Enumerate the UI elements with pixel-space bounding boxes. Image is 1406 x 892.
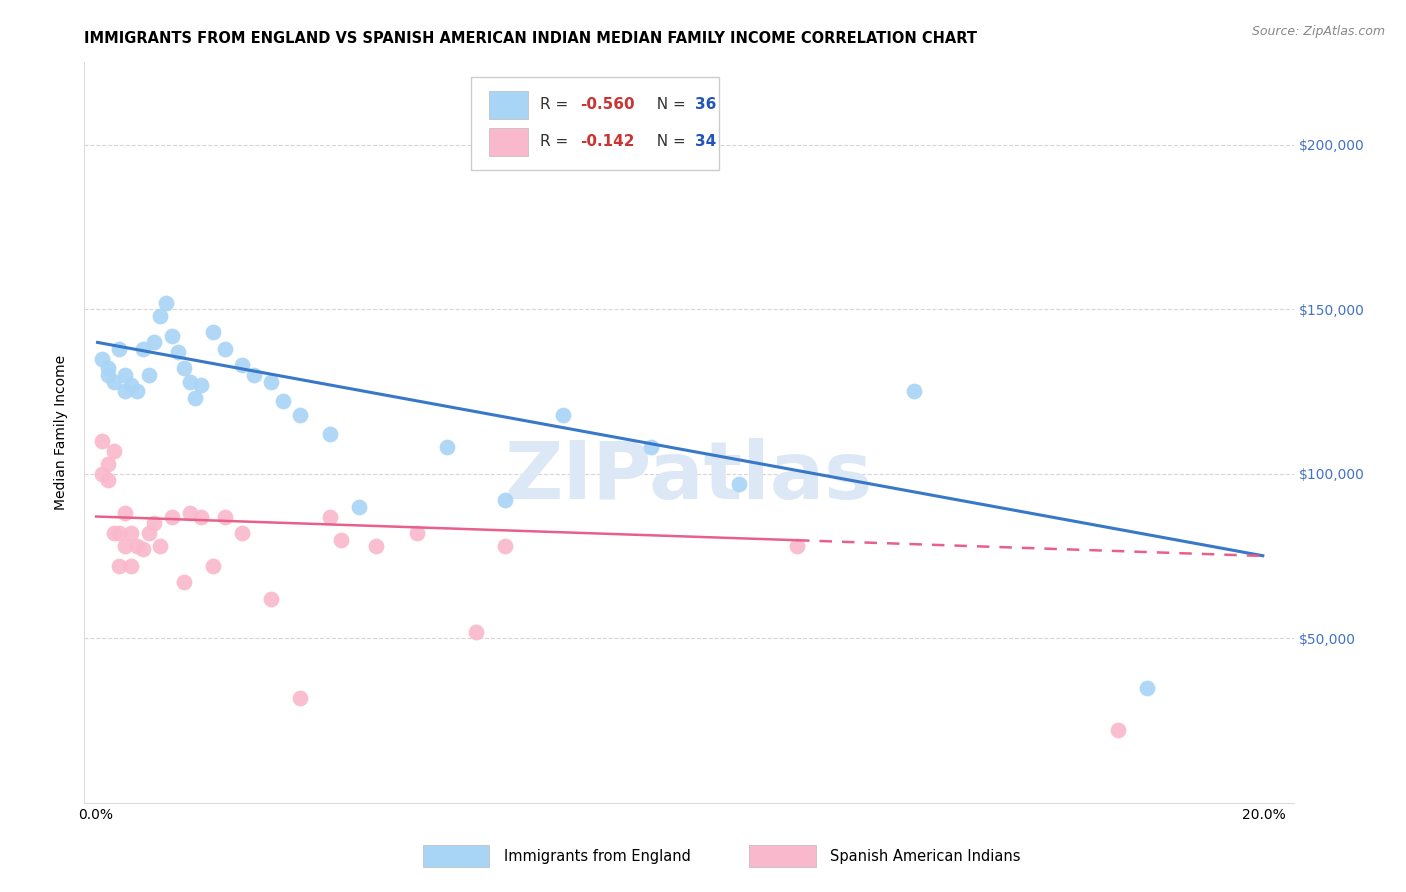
Text: N =: N = — [647, 97, 690, 112]
Point — [97, 473, 120, 487]
Point — [179, 506, 201, 520]
Point — [318, 509, 340, 524]
Point — [1107, 723, 1129, 738]
Point — [143, 335, 166, 350]
Point — [290, 690, 312, 705]
Text: ZIPatlas: ZIPatlas — [505, 438, 873, 516]
Point — [97, 457, 120, 471]
Text: N =: N = — [647, 134, 690, 149]
Point — [125, 539, 148, 553]
Point — [120, 378, 142, 392]
Point — [436, 441, 458, 455]
Point — [155, 295, 177, 310]
Point — [640, 441, 662, 455]
Point — [214, 342, 236, 356]
Point — [903, 384, 925, 399]
Point — [97, 368, 120, 382]
Point — [786, 539, 808, 553]
FancyBboxPatch shape — [749, 845, 815, 867]
Point — [494, 539, 516, 553]
Point — [143, 516, 166, 530]
Point — [179, 375, 201, 389]
Point — [108, 558, 131, 573]
Point — [90, 467, 112, 481]
Point — [318, 427, 340, 442]
Text: Spanish American Indians: Spanish American Indians — [831, 848, 1021, 863]
Point — [260, 375, 283, 389]
Point — [166, 345, 188, 359]
Point — [231, 358, 253, 372]
Point — [97, 361, 120, 376]
Point — [173, 361, 195, 376]
Point — [138, 368, 160, 382]
Point — [90, 434, 112, 448]
Point — [214, 509, 236, 524]
Text: R =: R = — [540, 97, 574, 112]
Point — [190, 509, 212, 524]
Point — [149, 309, 172, 323]
Point — [114, 539, 136, 553]
Point — [190, 378, 212, 392]
Point — [201, 558, 224, 573]
Point — [120, 526, 142, 541]
Point — [494, 493, 516, 508]
Point — [103, 375, 125, 389]
FancyBboxPatch shape — [489, 91, 529, 119]
Point — [132, 542, 155, 557]
Point — [271, 394, 294, 409]
Point — [184, 391, 207, 405]
Text: -0.560: -0.560 — [581, 97, 634, 112]
Text: R =: R = — [540, 134, 574, 149]
Text: Source: ZipAtlas.com: Source: ZipAtlas.com — [1251, 25, 1385, 38]
Point — [103, 526, 125, 541]
Point — [114, 368, 136, 382]
Point — [149, 539, 172, 553]
Point — [330, 533, 353, 547]
Point — [1136, 681, 1159, 695]
Text: 34: 34 — [695, 134, 716, 149]
Point — [114, 384, 136, 399]
Y-axis label: Median Family Income: Median Family Income — [55, 355, 69, 510]
Point — [103, 443, 125, 458]
Point — [125, 384, 148, 399]
Point — [464, 624, 486, 639]
Text: IMMIGRANTS FROM ENGLAND VS SPANISH AMERICAN INDIAN MEDIAN FAMILY INCOME CORRELAT: IMMIGRANTS FROM ENGLAND VS SPANISH AMERI… — [84, 31, 977, 46]
Text: Immigrants from England: Immigrants from England — [503, 848, 690, 863]
Point — [231, 526, 253, 541]
Point — [553, 408, 575, 422]
Point — [132, 342, 155, 356]
Point — [173, 575, 195, 590]
Point — [138, 526, 160, 541]
Point — [108, 526, 131, 541]
Text: -0.142: -0.142 — [581, 134, 634, 149]
Point — [160, 509, 183, 524]
Point — [727, 476, 749, 491]
FancyBboxPatch shape — [423, 845, 489, 867]
FancyBboxPatch shape — [489, 128, 529, 156]
Point — [114, 506, 136, 520]
Point — [366, 539, 388, 553]
Point — [201, 325, 224, 339]
Point — [347, 500, 370, 514]
Point — [160, 328, 183, 343]
Text: 36: 36 — [695, 97, 717, 112]
FancyBboxPatch shape — [471, 78, 720, 169]
Point — [108, 342, 131, 356]
Point — [90, 351, 112, 366]
Point — [260, 591, 283, 606]
Point — [242, 368, 264, 382]
Point — [290, 408, 312, 422]
Point — [406, 526, 429, 541]
Point — [120, 558, 142, 573]
